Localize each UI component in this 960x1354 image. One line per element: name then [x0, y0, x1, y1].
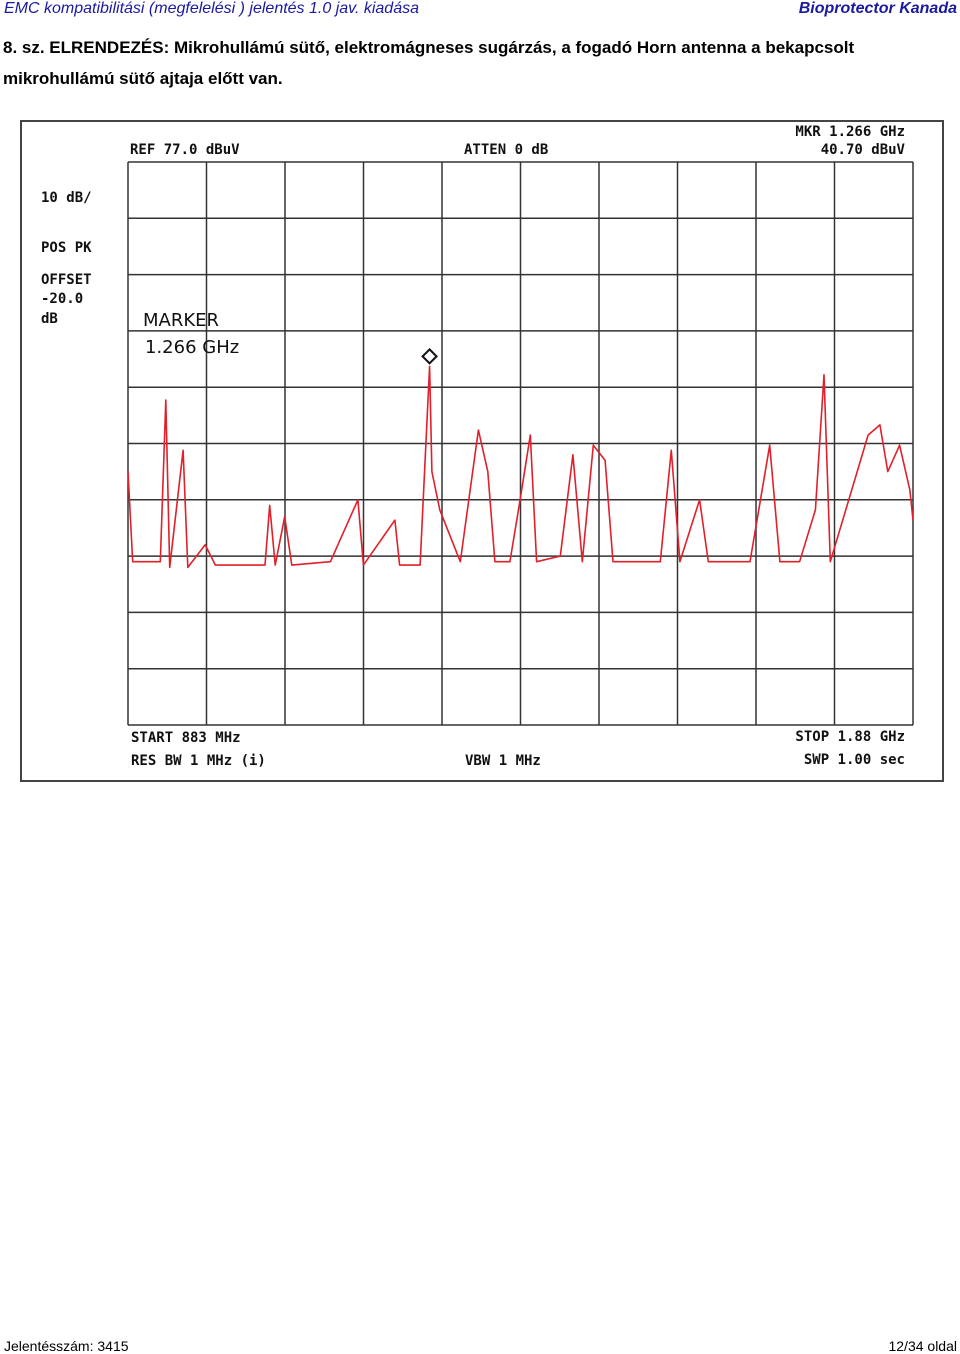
screen-label: 10 dB/	[41, 190, 92, 206]
screen-label: 1.266 GHz	[145, 337, 239, 358]
screen-label: MKR 1.266 GHz	[795, 124, 905, 140]
screen-label: ATTEN 0 dB	[464, 142, 548, 158]
spectrum-trace	[127, 365, 914, 569]
screen-label: dB	[41, 311, 58, 327]
screen-label: OFFSET	[41, 272, 92, 288]
screen-label: SWP 1.00 sec	[804, 752, 905, 768]
screen-label: VBW 1 MHz	[465, 753, 541, 769]
header-right: Bioprotector Kanada	[798, 0, 957, 17]
screen-label: -20.0	[41, 291, 83, 307]
heading: 8. sz. ELRENDEZÉS: Mikrohullámú sütő, el…	[3, 38, 855, 88]
screen-label: 40.70 dBuV	[821, 142, 906, 158]
screen-border	[20, 120, 944, 782]
spectrum-screen: REF 77.0 dBuV ATTEN 0 dB MKR 1.266 GHz 40.7…	[20, 120, 944, 782]
marker-diamond	[421, 347, 438, 365]
screen-label: STOP 1.88 GHz	[795, 729, 905, 745]
screen-label: START 883 MHz	[131, 730, 241, 746]
screen-label: RES BW 1 MHz (i)	[131, 753, 266, 769]
screen-label: POS PK	[41, 240, 92, 256]
screen-label: MARKER	[143, 310, 219, 331]
header-left: EMC kompatibilitási (megfelelési ) jelen…	[4, 0, 419, 17]
footer-left: Jelentésszám: 3415	[4, 1338, 129, 1354]
footer-right: 12/34 oldal	[888, 1338, 957, 1354]
screen-label: REF 77.0 dBuV	[130, 142, 240, 158]
